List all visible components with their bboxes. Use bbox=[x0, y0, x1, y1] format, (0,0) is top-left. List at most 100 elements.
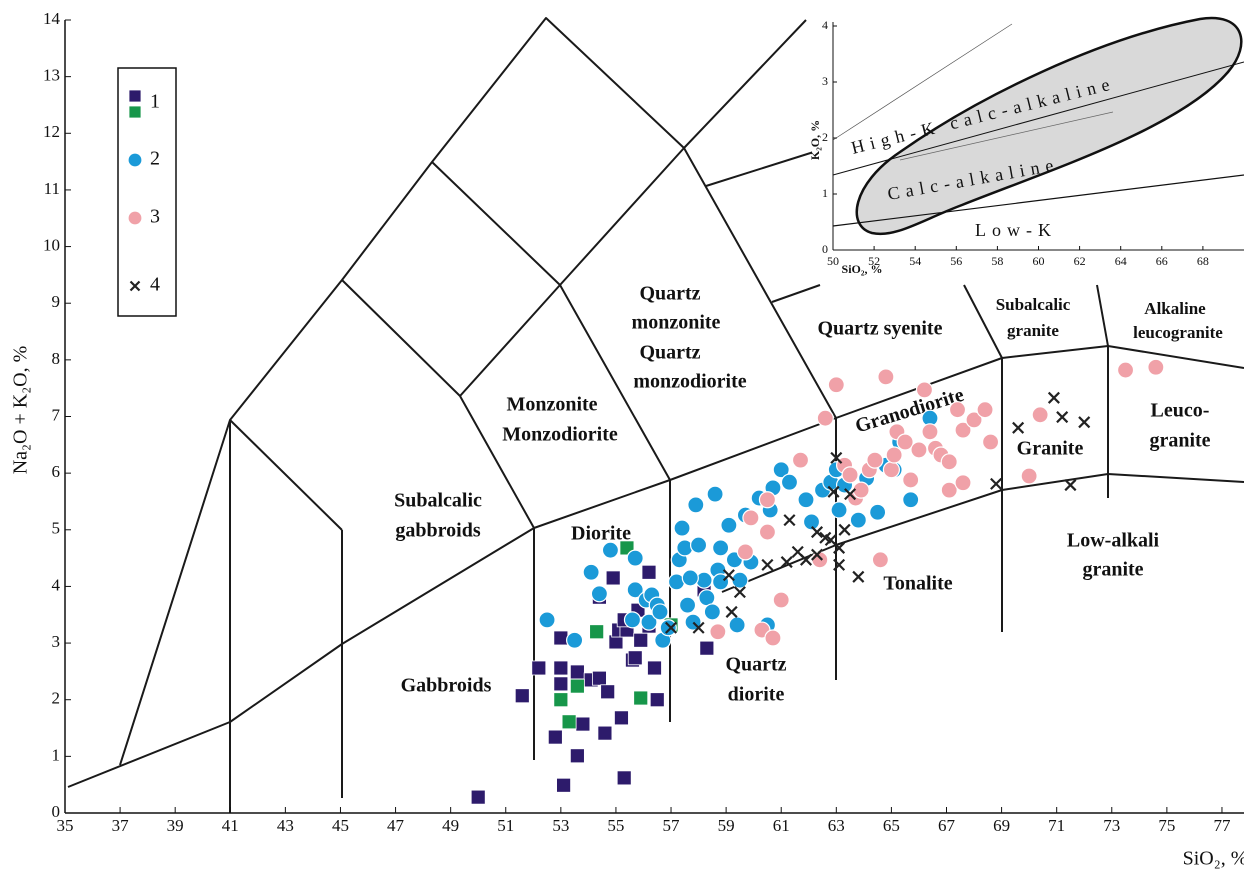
x-tick-label: 52 bbox=[868, 254, 880, 268]
circle-marker bbox=[712, 539, 730, 557]
boundary bbox=[229, 419, 343, 531]
square-marker bbox=[470, 789, 486, 805]
x-marker bbox=[838, 523, 851, 536]
y-tick-label: 8 bbox=[52, 349, 61, 368]
x-marker bbox=[810, 526, 824, 539]
circle-marker bbox=[915, 381, 934, 399]
x-tick-label: 60 bbox=[1033, 254, 1045, 268]
x-axis-label: SiO₂, % bbox=[1183, 848, 1244, 870]
x-tick-label: 59 bbox=[718, 816, 735, 835]
boundary bbox=[899, 111, 1114, 161]
square-marker bbox=[547, 729, 563, 745]
circle-marker bbox=[866, 451, 884, 469]
field-label: diorite bbox=[728, 684, 785, 706]
square-marker bbox=[514, 688, 530, 704]
circle-marker bbox=[626, 581, 644, 599]
y-tick-label: 4 bbox=[822, 18, 828, 32]
square-marker bbox=[531, 660, 547, 676]
circle-marker bbox=[676, 539, 694, 557]
circle-marker bbox=[902, 491, 920, 509]
boundary bbox=[832, 174, 1244, 227]
field-label: monzonite bbox=[632, 312, 721, 334]
square-marker bbox=[616, 770, 632, 786]
circle-marker bbox=[659, 619, 677, 637]
x-tick-label: 65 bbox=[883, 816, 900, 835]
y-tick-label: 1 bbox=[52, 745, 61, 764]
circle-marker bbox=[681, 569, 699, 587]
field-label: granite bbox=[1007, 321, 1059, 340]
circle-marker bbox=[1031, 406, 1049, 424]
inset: High-K calc-alkaline Calc-alkaline Low-K… bbox=[808, 10, 1244, 280]
field-label: Diorite bbox=[571, 523, 631, 545]
field-label: Quartz bbox=[639, 342, 700, 364]
boundary bbox=[832, 61, 1244, 176]
field-boundaries: 35 37 39 41 43 45 47 49 51 53 55 57 59 61 63 65 67 69 71 73… bbox=[43, 9, 1244, 835]
field-label: granite bbox=[1149, 430, 1210, 452]
circle-marker bbox=[582, 563, 600, 581]
circle-marker bbox=[811, 551, 829, 569]
circle-marker bbox=[830, 501, 848, 519]
circle-marker bbox=[910, 441, 928, 459]
x-tick-label: 56 bbox=[950, 254, 962, 268]
field-label: gabbroids bbox=[395, 520, 480, 542]
x-marker bbox=[833, 541, 846, 554]
x-marker bbox=[783, 514, 796, 527]
x-tick-label: 64 bbox=[1115, 254, 1127, 268]
y-tick-label: 14 bbox=[43, 9, 61, 28]
x-tick-label: 50 bbox=[827, 254, 839, 268]
x-tick-label: 37 bbox=[112, 816, 130, 835]
legend-box bbox=[117, 67, 177, 317]
circle-marker bbox=[816, 409, 834, 427]
y-tick-label: 6 bbox=[52, 462, 61, 481]
circle-marker bbox=[882, 461, 901, 479]
circle-marker bbox=[706, 485, 724, 503]
boundary bbox=[459, 147, 837, 419]
square-marker bbox=[569, 748, 585, 764]
field-label: Low-alkali bbox=[1067, 530, 1160, 552]
circle-marker bbox=[590, 585, 609, 603]
x-marker bbox=[725, 605, 738, 618]
x-tick-label: 53 bbox=[552, 816, 569, 835]
boundary bbox=[963, 284, 1003, 632]
circle-marker bbox=[689, 536, 708, 554]
square-marker bbox=[605, 570, 621, 586]
square-marker bbox=[699, 640, 715, 656]
x-tick-label: 63 bbox=[828, 816, 845, 835]
circle-marker bbox=[687, 496, 705, 514]
x-marker bbox=[833, 558, 846, 571]
circle-marker bbox=[703, 603, 721, 621]
field-label: Monzodiorite bbox=[502, 424, 618, 446]
y-tick-label: 0 bbox=[822, 242, 828, 256]
y-tick-label: 12 bbox=[43, 122, 60, 141]
x-marker bbox=[761, 558, 774, 571]
circle-marker bbox=[940, 453, 958, 471]
circle-marker bbox=[954, 421, 972, 439]
x-tick-label: 43 bbox=[277, 816, 294, 835]
y-axis-label: Na₂O + K₂O, % bbox=[10, 346, 32, 475]
circle-marker bbox=[538, 611, 556, 629]
x-tick-label: 67 bbox=[938, 816, 956, 835]
field-label: Tonalite bbox=[883, 573, 952, 595]
x-marker bbox=[1056, 411, 1069, 424]
x-marker bbox=[844, 488, 857, 501]
circle-marker bbox=[623, 611, 642, 629]
legend-marker bbox=[128, 105, 142, 119]
circle-marker bbox=[640, 613, 658, 631]
circle-marker bbox=[797, 491, 815, 509]
square-marker bbox=[553, 692, 569, 708]
y-tick-label: 2 bbox=[52, 689, 61, 708]
field-label: Quartz bbox=[639, 283, 700, 305]
square-marker bbox=[641, 564, 657, 580]
x-tick-label: 73 bbox=[1103, 816, 1120, 835]
circle-marker bbox=[976, 401, 994, 419]
x-tick-label: 35 bbox=[57, 816, 74, 835]
x-marker bbox=[1012, 421, 1025, 434]
circle-marker bbox=[849, 511, 867, 529]
circle-marker bbox=[758, 491, 777, 509]
y-tick-label: 7 bbox=[52, 405, 61, 424]
x-marker bbox=[733, 586, 746, 599]
square-marker bbox=[600, 684, 616, 700]
